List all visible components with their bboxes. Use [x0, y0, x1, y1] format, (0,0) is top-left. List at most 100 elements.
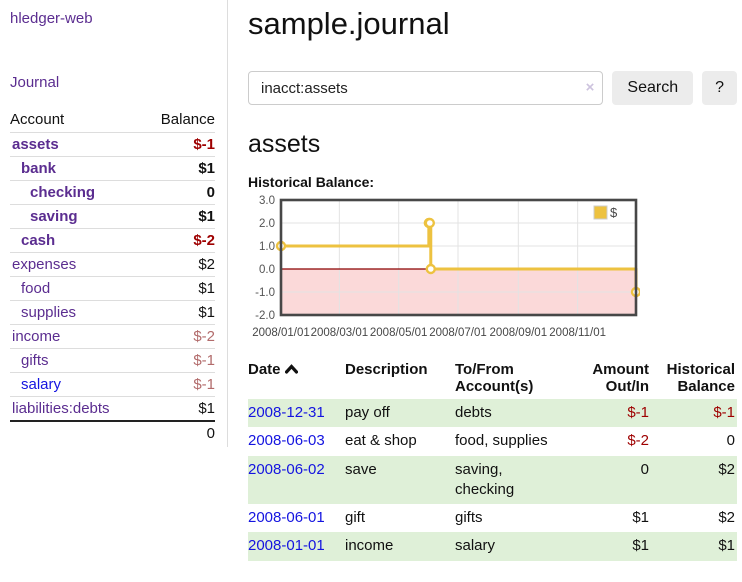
svg-text:2008/11/01: 2008/11/01 [549, 327, 606, 339]
transaction-amount: $1 [632, 537, 649, 555]
svg-text:1.0: 1.0 [259, 241, 275, 253]
data-point [424, 217, 436, 229]
account-balance: $1 [142, 204, 215, 229]
account-row: saving $1 [10, 204, 215, 229]
account-link[interactable]: supplies [21, 304, 77, 321]
svg-text:2008/09/01: 2008/09/01 [490, 327, 548, 339]
account-balance: $-1 [142, 132, 215, 157]
transaction-accounts: debts [455, 404, 492, 421]
transaction-amount: $-1 [627, 404, 649, 421]
transaction-description: eat & shop [345, 432, 417, 450]
historical-balance-chart: $3.0 2.0 1.0 0.0 -1.0 -2.0 2008/01/01 2008/03/0… [248, 194, 737, 345]
transaction-amount: 0 [640, 460, 649, 478]
account-balance: $-1 [142, 348, 215, 373]
account-link[interactable]: checking [30, 184, 96, 201]
account-section-title: assets [248, 130, 321, 158]
account-link[interactable]: bank [21, 160, 57, 177]
transaction-date-link[interactable]: 2008-06-02 [248, 460, 325, 478]
transaction-date-link[interactable]: 2008-12-31 [248, 404, 325, 421]
legend-label: $ [610, 205, 618, 220]
account-row: supplies $1 [10, 300, 215, 325]
help-button[interactable]: ? [702, 71, 737, 105]
account-row: bank $1 [10, 156, 215, 181]
legend-swatch [593, 205, 608, 220]
chevron-up-icon [284, 361, 298, 378]
account-balance: $-2 [142, 324, 215, 349]
svg-text:2008/07/01: 2008/07/01 [429, 327, 487, 339]
svg-text:-2.0: -2.0 [255, 310, 275, 322]
transaction-amount: $-2 [627, 432, 649, 450]
register-row: 2008-12-31 pay off debts $-1 $-1 [248, 399, 737, 428]
transaction-balance: $-1 [713, 404, 735, 421]
transaction-description: pay off [345, 404, 390, 421]
account-balance: $1 [142, 276, 215, 301]
search-bar: × Search ? [248, 71, 737, 105]
register-header-balance: Historical Balance [666, 361, 735, 395]
transaction-date-link[interactable]: 2008-06-03 [248, 432, 325, 450]
account-link[interactable]: expenses [12, 256, 77, 273]
transaction-amount: $1 [632, 509, 649, 526]
register-header-amount: Amount Out/In [592, 361, 649, 395]
accounts-header-balance: Balance [160, 111, 215, 128]
main-content: sample.journal × Search ? assets Histori… [248, 0, 737, 561]
account-link[interactable]: gifts [21, 352, 49, 369]
clear-search-icon[interactable]: × [585, 79, 595, 96]
register-header-date[interactable]: Date [248, 359, 345, 399]
account-balance: $2 [142, 252, 215, 277]
account-link[interactable]: saving [30, 208, 78, 225]
account-link[interactable]: food [21, 280, 51, 297]
register-header-accounts: To/From Account(s) [455, 361, 534, 395]
chart-title: Historical Balance: [248, 174, 375, 190]
account-link[interactable]: income [12, 328, 61, 345]
account-balance: $1 [142, 396, 215, 421]
transaction-balance: $2 [718, 509, 735, 526]
transaction-description: income [345, 537, 394, 555]
account-balance: $1 [142, 156, 215, 181]
account-link[interactable]: cash [21, 232, 56, 249]
register-row: 2008-06-03 eat & shop food, supplies $-2 0 [248, 427, 737, 455]
transaction-accounts: salary [455, 537, 496, 555]
transaction-balance: 0 [726, 432, 735, 450]
svg-text:2008/01/01: 2008/01/01 [252, 327, 310, 339]
accounts-total-value: 0 [142, 420, 215, 445]
account-row: salary $-1 [10, 372, 215, 397]
transaction-accounts: food, supplies [455, 432, 548, 450]
register-row: 2008-06-01 gift gifts $1 $2 [248, 504, 737, 532]
svg-text:0.0: 0.0 [259, 264, 275, 276]
search-button[interactable]: Search [612, 71, 694, 105]
account-row: food $1 [10, 276, 215, 301]
transaction-description: save [345, 460, 377, 478]
sidebar-item-journal[interactable]: Journal [10, 74, 60, 91]
transaction-balance: $2 [718, 460, 735, 478]
date-header-label: Date [248, 361, 281, 378]
transaction-balance: $1 [718, 537, 735, 555]
account-row: checking 0 [10, 180, 215, 205]
transaction-description: gift [345, 509, 366, 526]
transaction-accounts: gifts [455, 509, 483, 526]
account-link[interactable]: salary [21, 376, 62, 393]
transaction-date-link[interactable]: 2008-06-01 [248, 509, 325, 526]
account-row: expenses $2 [10, 252, 215, 277]
svg-text:2008/03/01: 2008/03/01 [311, 327, 369, 339]
account-balance: 0 [142, 180, 215, 205]
accounts-header-account: Account [10, 111, 65, 128]
svg-text:3.0: 3.0 [259, 195, 275, 207]
account-balance: $-1 [142, 372, 215, 397]
svg-text:2008/05/01: 2008/05/01 [370, 327, 428, 339]
app-brand-link[interactable]: hledger-web [10, 10, 93, 27]
svg-text:-1.0: -1.0 [255, 287, 275, 299]
account-row: income $-2 [10, 324, 215, 349]
register-header-description: Description [345, 361, 428, 378]
account-balance: $1 [142, 300, 215, 325]
register-table: Date Description To/From Account(s) Amou… [248, 359, 737, 561]
search-input[interactable] [248, 71, 604, 105]
account-row: gifts $-1 [10, 348, 215, 373]
account-row: assets $-1 [10, 132, 215, 157]
register-row: 2008-06-02 save saving, checking 0 $2 [248, 455, 737, 504]
register-row: 2008-01-01 income salary $1 $1 [248, 532, 737, 561]
account-link[interactable]: assets [12, 136, 59, 153]
account-link[interactable]: liabilities:debts [12, 400, 110, 417]
data-point [425, 263, 436, 275]
page-title: sample.journal [248, 6, 450, 41]
transaction-date-link[interactable]: 2008-01-01 [248, 537, 325, 555]
